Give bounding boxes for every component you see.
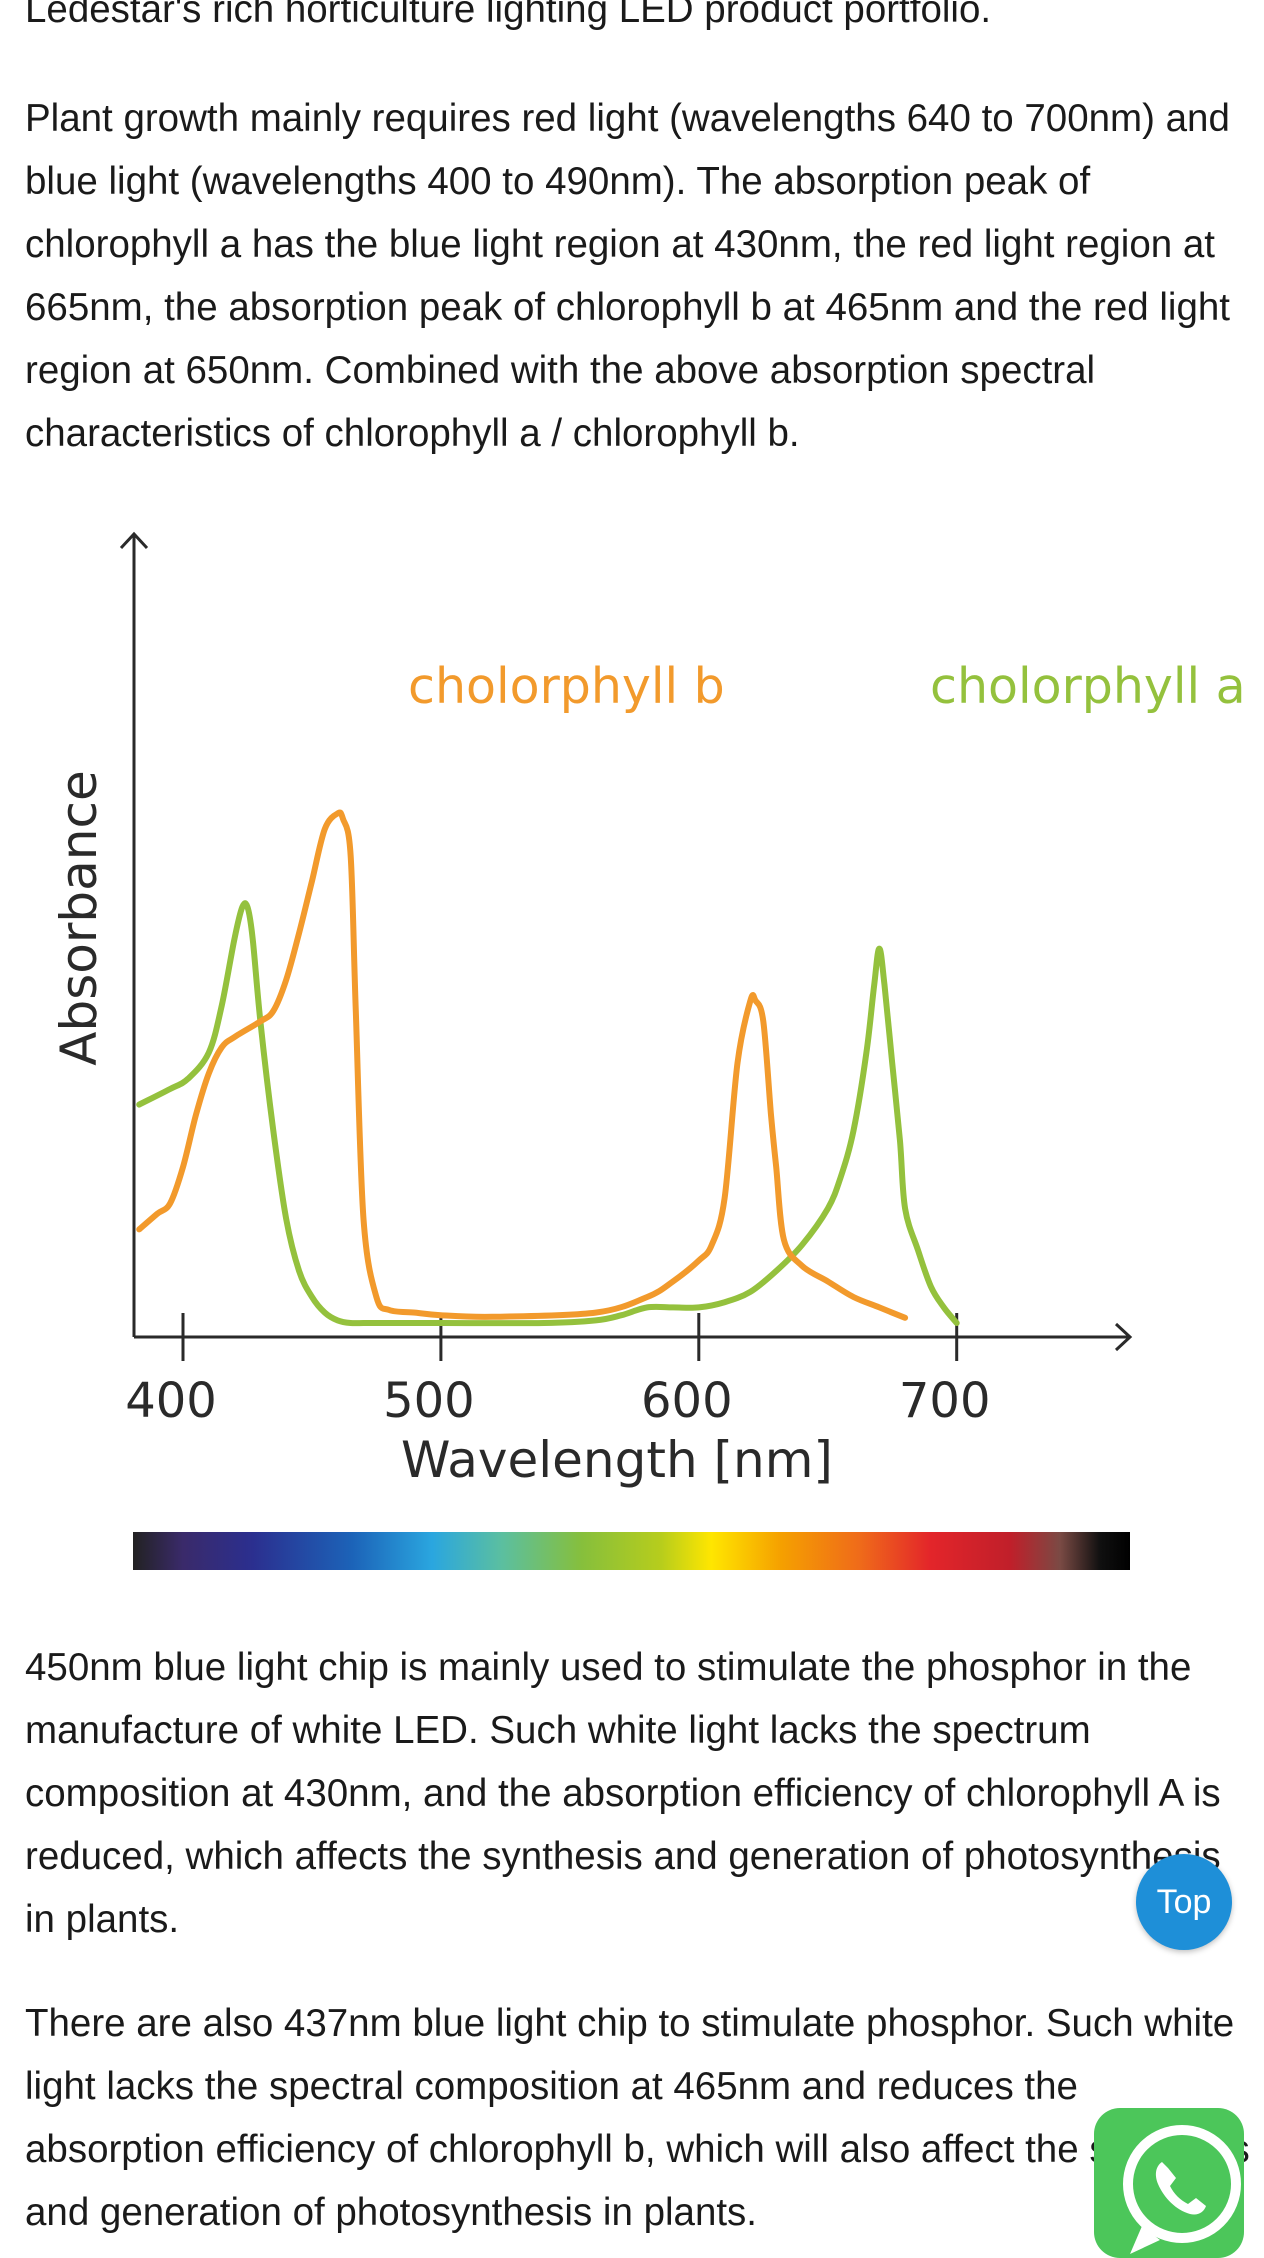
x-tick-label-600: 600 [641, 1373, 733, 1429]
paragraph-chlorophyll-absorption: Plant growth mainly requires red light (… [25, 97, 1230, 455]
visible-spectrum-bar [133, 1532, 1130, 1570]
y-axis-label: Absorbance [50, 770, 108, 1065]
x-axis-ticks: 400 500 600 700 [125, 1313, 991, 1429]
x-tick-label-500: 500 [383, 1373, 475, 1429]
x-axis-label: Wavelength [nm] [401, 1431, 833, 1489]
whatsapp-icon [1123, 2125, 1241, 2254]
absorbance-spectrum-chart: 400 500 600 700 cholorphyll b cholorphyll a… [50, 531, 1246, 1570]
chart-series [136, 809, 960, 1327]
series-line-chlorophyll-a [136, 900, 960, 1327]
x-tick-label-700: 700 [899, 1373, 991, 1429]
y-axis-arrow [119, 531, 149, 550]
paragraph-437nm-chip: There are also 437nm blue light chip to … [25, 2002, 1250, 2234]
series-line-chlorophyll-b [136, 809, 909, 1321]
paragraph-intro: Ledestar's rich horticulture lighting LE… [25, 0, 992, 31]
paragraph-450nm-chip: 450nm blue light chip is mainly used to … [25, 1646, 1221, 1941]
chart-axes [119, 531, 1133, 1352]
back-to-top-button[interactable]: Top [1136, 1854, 1232, 1950]
annotation-chlorophyll-b: cholorphyll b [408, 658, 725, 715]
x-tick-label-400: 400 [125, 1373, 217, 1429]
whatsapp-button[interactable] [1094, 2108, 1244, 2258]
annotation-chlorophyll-a: cholorphyll a [930, 658, 1246, 715]
x-axis-arrow [1114, 1322, 1133, 1352]
